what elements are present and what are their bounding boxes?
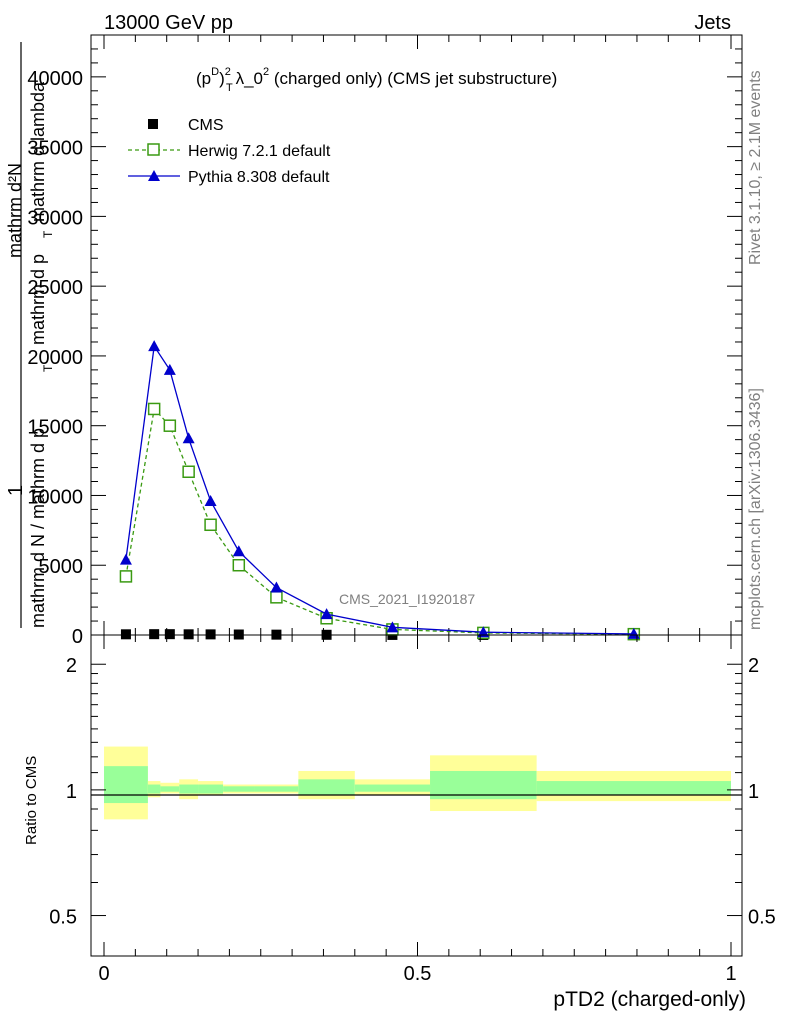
pythia-data-point xyxy=(148,340,161,352)
ratio-band-green xyxy=(147,784,161,794)
pythia-data-point xyxy=(232,545,245,557)
main-y-tick-label: 30000 xyxy=(27,207,83,229)
main-series xyxy=(119,340,641,641)
ratio-y-tick-label: 0.5 xyxy=(49,907,77,929)
title-sub-t: T xyxy=(226,82,233,94)
ratio-x-tick-label: 1 xyxy=(725,963,736,985)
herwig-data-point xyxy=(182,465,195,478)
ylabel-one: 1 xyxy=(5,485,27,496)
ratio-band-green xyxy=(254,786,299,792)
herwig-data-point xyxy=(119,570,133,583)
ylabel-sub-t1: T xyxy=(41,364,55,372)
ratio-bands xyxy=(104,746,731,820)
ratio-plot-frame xyxy=(90,634,743,957)
legend-cms-label: CMS xyxy=(188,117,224,134)
ratio-band-green xyxy=(179,784,199,794)
ratio-band-green xyxy=(298,779,355,796)
ratio-band-green xyxy=(160,786,180,792)
herwig-data-point xyxy=(147,402,161,416)
legend-pythia-label: Pythia 8.308 default xyxy=(188,169,330,186)
main-y-tick-label: 25000 xyxy=(27,277,83,299)
plot-title: (pD)2 λ_02 (charged only) (CMS jet subst… xyxy=(196,66,557,88)
pythia-data-point xyxy=(119,553,132,565)
x-axis-label: pTD2 (charged-only) xyxy=(553,988,746,1011)
legend-herwig-label: Herwig 7.2.1 default xyxy=(188,143,331,160)
ratio-x-axis: 0 0.5 1 xyxy=(98,635,737,985)
ylabel-denominator-a: mathrm d N / mathrm d p xyxy=(28,428,48,628)
mcplots-label: mcplots.cern.ch [arXiv:1306.3436] xyxy=(747,388,764,630)
ratio-band-green xyxy=(354,784,431,792)
ylabel-sub-t2: T xyxy=(41,230,55,238)
main-y-tick-label: 40000 xyxy=(27,68,83,90)
ylabel-numerator: mathrm d²N xyxy=(5,163,25,258)
main-y-tick-label: 10000 xyxy=(27,486,83,508)
pythia-data-point xyxy=(182,432,195,444)
ratio-y-tick-label: 2 xyxy=(66,655,77,677)
ylabel-denominator-c: mathrm d lambda xyxy=(28,81,48,222)
ratio-band-green xyxy=(223,786,255,792)
legend-pythia-marker xyxy=(148,170,160,181)
ratio-y-tick-label-right: 1 xyxy=(748,781,759,803)
title-sup-2: 2 xyxy=(225,66,231,78)
legend: CMS Herwig 7.2.1 default Pythia 8.308 de… xyxy=(128,117,331,186)
pythia-data-point xyxy=(163,363,176,375)
title-tail: (charged only) (CMS jet substructure) xyxy=(269,69,557,88)
legend-herwig-marker xyxy=(147,143,160,156)
ratio-y-tick-label-right: 0.5 xyxy=(748,907,776,929)
herwig-data-point xyxy=(270,591,283,604)
title-rest: λ_0 xyxy=(231,69,263,88)
pythia-data-point xyxy=(270,581,283,593)
main-y-tick-label: 15000 xyxy=(27,417,83,439)
process-label: Jets xyxy=(694,12,731,34)
main-y-axis: 0 5000 10000 15000 20000 25000 30000 35000 40000 xyxy=(27,48,742,648)
analysis-watermark: CMS_2021_I1920187 xyxy=(339,591,475,607)
herwig-data-point xyxy=(232,558,246,572)
energy-label: 13000 GeV pp xyxy=(104,12,233,34)
pythia-data-point xyxy=(320,608,333,620)
main-y-tick-label: 20000 xyxy=(27,347,83,369)
ratio-x-tick-label: 0 xyxy=(98,963,109,985)
cms-data-point xyxy=(205,629,216,640)
pythia-data-point xyxy=(386,621,399,633)
ratio-band-green xyxy=(198,784,224,794)
main-y-tick-label: 5000 xyxy=(39,556,84,578)
title-close: ) xyxy=(219,69,225,88)
pythia-data-point xyxy=(204,495,217,507)
title-p: (p xyxy=(196,69,211,88)
ratio-band-green xyxy=(536,781,731,796)
pythia-data-point xyxy=(477,626,490,638)
main-y-tick-label: 35000 xyxy=(27,138,83,160)
ratio-x-tick-label: 0.5 xyxy=(404,963,432,985)
cms-data-point xyxy=(120,629,131,640)
ratio-y-tick-label: 1 xyxy=(66,781,77,803)
herwig-data-point xyxy=(204,518,217,532)
rivet-version-label: Rivet 3.1.10, ≥ 2.1M events xyxy=(747,70,764,265)
cms-data-point xyxy=(164,629,175,640)
main-y-tick-label: 0 xyxy=(72,626,83,648)
cms-data-point xyxy=(183,629,194,640)
herwig-data-point xyxy=(163,419,177,432)
ylabel-denominator-b: mathrm d p xyxy=(28,254,48,345)
ratio-band-green xyxy=(104,766,148,804)
title-sup-d: D xyxy=(211,66,219,78)
ratio-ylabel: Ratio to CMS xyxy=(23,756,40,845)
ratio-y-axis: 0.5 0.5 1 1 2 2 xyxy=(49,655,776,928)
ratio-y-tick-label-right: 2 xyxy=(748,655,759,677)
cms-data-point xyxy=(149,629,160,640)
title-sup-2b: 2 xyxy=(263,66,269,78)
legend-cms-marker xyxy=(148,119,158,129)
